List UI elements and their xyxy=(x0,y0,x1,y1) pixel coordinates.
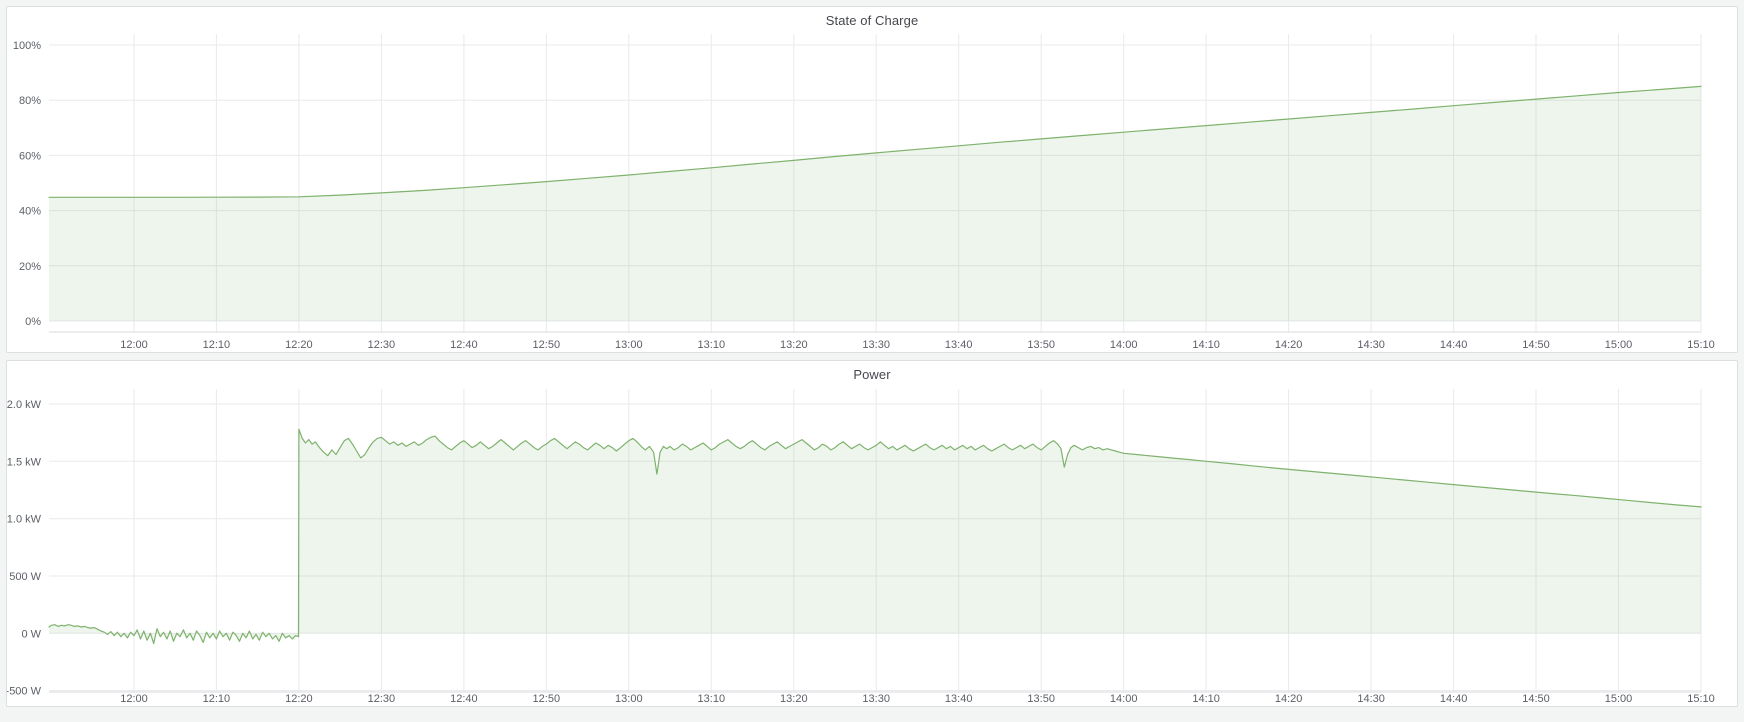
svg-text:-500 W: -500 W xyxy=(7,686,42,698)
svg-text:1.5 kW: 1.5 kW xyxy=(7,456,42,468)
svg-text:14:50: 14:50 xyxy=(1522,339,1550,351)
svg-text:60%: 60% xyxy=(19,150,41,162)
svg-text:14:20: 14:20 xyxy=(1275,339,1303,351)
svg-text:13:40: 13:40 xyxy=(945,339,973,351)
svg-text:0 W: 0 W xyxy=(21,628,41,640)
svg-text:12:30: 12:30 xyxy=(368,693,396,705)
svg-text:13:50: 13:50 xyxy=(1027,693,1055,705)
svg-text:15:00: 15:00 xyxy=(1605,339,1633,351)
svg-text:12:00: 12:00 xyxy=(120,693,148,705)
svg-text:12:20: 12:20 xyxy=(285,693,313,705)
svg-text:12:10: 12:10 xyxy=(203,693,231,705)
svg-text:12:50: 12:50 xyxy=(533,693,561,705)
svg-text:15:10: 15:10 xyxy=(1687,693,1715,705)
svg-text:12:30: 12:30 xyxy=(368,339,396,351)
svg-text:500 W: 500 W xyxy=(9,571,41,583)
svg-text:100%: 100% xyxy=(13,40,41,52)
svg-text:13:30: 13:30 xyxy=(862,339,890,351)
svg-text:14:30: 14:30 xyxy=(1357,339,1385,351)
panel-power: Power 2.0 kW 1.5 kW 1.0 kW 500 W 0 W -500 W 12… xyxy=(6,360,1738,707)
svg-text:13:10: 13:10 xyxy=(698,339,726,351)
svg-text:13:50: 13:50 xyxy=(1027,339,1055,351)
state-of-charge-plot[interactable]: 100% 80% 60% 40% 20% 0% 12:00 12:10 12:20 12:30 12… xyxy=(7,33,1737,354)
svg-text:13:30: 13:30 xyxy=(862,693,890,705)
state-of-charge-chart[interactable]: 100% 80% 60% 40% 20% 0% 12:00 12:10 12:20 12:30 12… xyxy=(7,33,1737,354)
power-chart[interactable]: 2.0 kW 1.5 kW 1.0 kW 500 W 0 W -500 W 12:00 12:… xyxy=(7,387,1737,708)
svg-text:14:00: 14:00 xyxy=(1110,693,1138,705)
svg-text:15:10: 15:10 xyxy=(1687,339,1715,351)
panel-title-power[interactable]: Power xyxy=(853,366,891,382)
svg-text:13:20: 13:20 xyxy=(780,339,808,351)
svg-text:0%: 0% xyxy=(25,316,41,328)
panel-title-state-of-charge[interactable]: State of Charge xyxy=(825,12,919,28)
svg-text:14:10: 14:10 xyxy=(1192,693,1220,705)
svg-text:80%: 80% xyxy=(19,95,41,107)
svg-text:14:00: 14:00 xyxy=(1110,339,1138,351)
svg-text:14:40: 14:40 xyxy=(1440,693,1468,705)
svg-text:12:00: 12:00 xyxy=(120,339,148,351)
svg-text:20%: 20% xyxy=(19,261,41,273)
svg-text:15:00: 15:00 xyxy=(1605,693,1633,705)
svg-text:14:30: 14:30 xyxy=(1357,693,1385,705)
svg-text:14:20: 14:20 xyxy=(1275,693,1303,705)
svg-text:13:00: 13:00 xyxy=(615,339,643,351)
power-plot[interactable]: 2.0 kW 1.5 kW 1.0 kW 500 W 0 W -500 W 12:00 12:… xyxy=(7,387,1737,708)
svg-text:14:10: 14:10 xyxy=(1192,339,1220,351)
svg-text:13:40: 13:40 xyxy=(945,693,973,705)
svg-text:12:40: 12:40 xyxy=(450,693,478,705)
svg-text:14:40: 14:40 xyxy=(1440,339,1468,351)
svg-text:12:40: 12:40 xyxy=(450,339,478,351)
svg-text:14:50: 14:50 xyxy=(1522,693,1550,705)
svg-text:12:20: 12:20 xyxy=(285,339,313,351)
svg-text:13:20: 13:20 xyxy=(780,693,808,705)
svg-text:13:00: 13:00 xyxy=(615,693,643,705)
svg-text:2.0 kW: 2.0 kW xyxy=(7,399,42,411)
svg-text:12:50: 12:50 xyxy=(533,339,561,351)
svg-text:13:10: 13:10 xyxy=(698,693,726,705)
svg-text:1.0 kW: 1.0 kW xyxy=(7,514,42,526)
svg-text:12:10: 12:10 xyxy=(203,339,231,351)
panel-state-of-charge: State of Charge 100% 80% 60% 40% 20% 0% 12:00 1… xyxy=(6,6,1738,353)
svg-text:40%: 40% xyxy=(19,206,41,218)
